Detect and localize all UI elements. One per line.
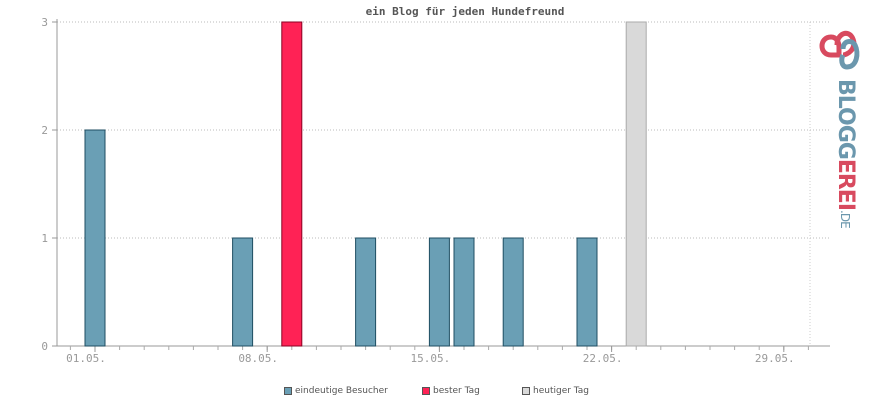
logo-tld: .DE — [838, 210, 852, 228]
bloggerei-logo-text: BLOGGEREI.DE — [830, 79, 860, 229]
x-tick-label: 08.05. — [238, 352, 278, 365]
x-tick-label: 01.05. — [66, 352, 106, 365]
bars — [84, 21, 647, 347]
legend: eindeutige Besucher bester Tag heutiger … — [0, 386, 870, 400]
bar-chart: 0 1 2 3 01.05. 08.05. 15.05. 22.05. 29.05. — [41, 16, 830, 365]
x-tick-label: 22.05. — [583, 352, 623, 365]
bloggerei-logo: BLOGGEREI.DE — [813, 15, 869, 228]
y-tick-label: 1 — [41, 232, 48, 245]
bar-heutiger-tag — [625, 21, 647, 347]
logo-text-part-b: EREI — [833, 158, 858, 211]
bar-eindeutige-besucher — [428, 237, 450, 347]
bloggerei-logo-icon — [819, 30, 860, 70]
legend-item-besucher: eindeutige Besucher — [284, 386, 388, 396]
bar-eindeutige-besucher — [502, 237, 524, 347]
tick-labels: 0 1 2 3 01.05. 08.05. 15.05. 22.05. 29.05. — [41, 16, 794, 365]
legend-item-heutiger-tag: heutiger Tag — [522, 386, 589, 396]
legend-swatch-besucher — [284, 387, 292, 395]
bar-eindeutige-besucher — [355, 237, 377, 347]
legend-label-besucher: eindeutige Besucher — [295, 386, 388, 396]
y-tick-label: 0 — [41, 340, 48, 353]
x-tick-label: 29.05. — [755, 352, 795, 365]
legend-swatch-bester-tag — [422, 387, 430, 395]
bar-eindeutige-besucher — [232, 237, 254, 347]
legend-label-bester-tag: bester Tag — [433, 386, 480, 396]
y-tick-label: 2 — [41, 124, 48, 137]
bar-eindeutige-besucher — [576, 237, 598, 347]
grid-lines — [57, 21, 830, 346]
y-tick-label: 3 — [41, 16, 48, 29]
legend-swatch-heutiger-tag — [522, 387, 530, 395]
x-tick-label: 15.05. — [411, 352, 451, 365]
bar-eindeutige-besucher — [453, 237, 475, 347]
legend-label-heutiger-tag: heutiger Tag — [533, 386, 590, 396]
bar-eindeutige-besucher — [84, 129, 106, 347]
logo-text-part-a: BLOGG — [833, 79, 858, 159]
bar-bester-tag — [281, 21, 303, 347]
legend-item-bester-tag: bester Tag — [422, 386, 480, 396]
chart-title: ein Blog für jeden Hundefreund — [365, 5, 565, 18]
